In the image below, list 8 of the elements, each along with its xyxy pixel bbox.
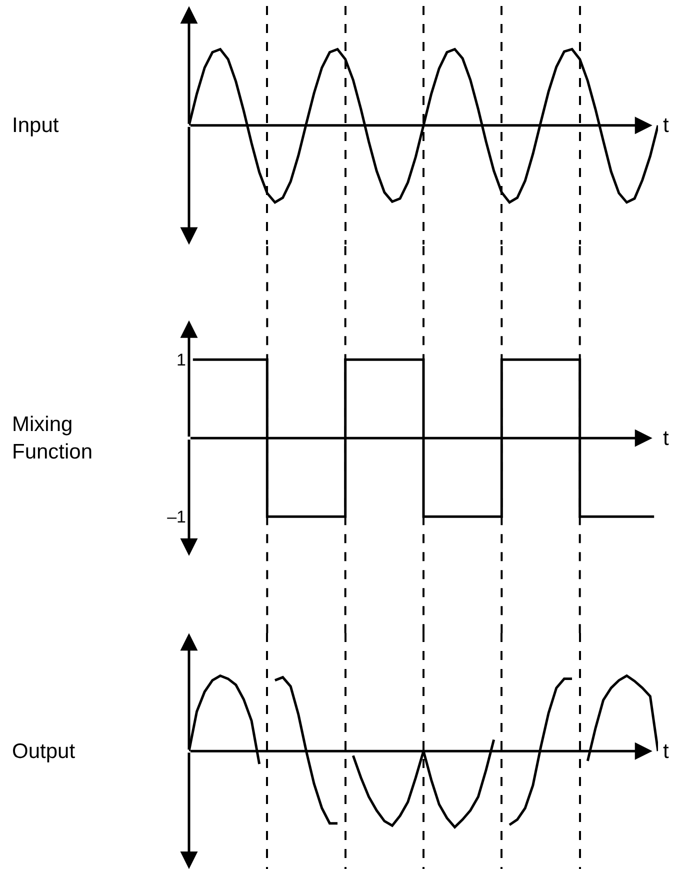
y-tick-label: 1 [176, 350, 186, 370]
x-axis-title: t [663, 427, 669, 450]
y-axis-title: Mixing Function [12, 413, 93, 464]
x-axis-title: t [663, 114, 669, 137]
y-axis-title: Output [12, 740, 76, 763]
y-tick-label: –1 [167, 508, 186, 527]
y-axis-title: Input [12, 114, 59, 137]
x-axis-title: t [663, 740, 669, 763]
